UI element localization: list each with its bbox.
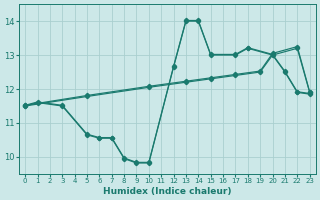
X-axis label: Humidex (Indice chaleur): Humidex (Indice chaleur) [103,187,232,196]
